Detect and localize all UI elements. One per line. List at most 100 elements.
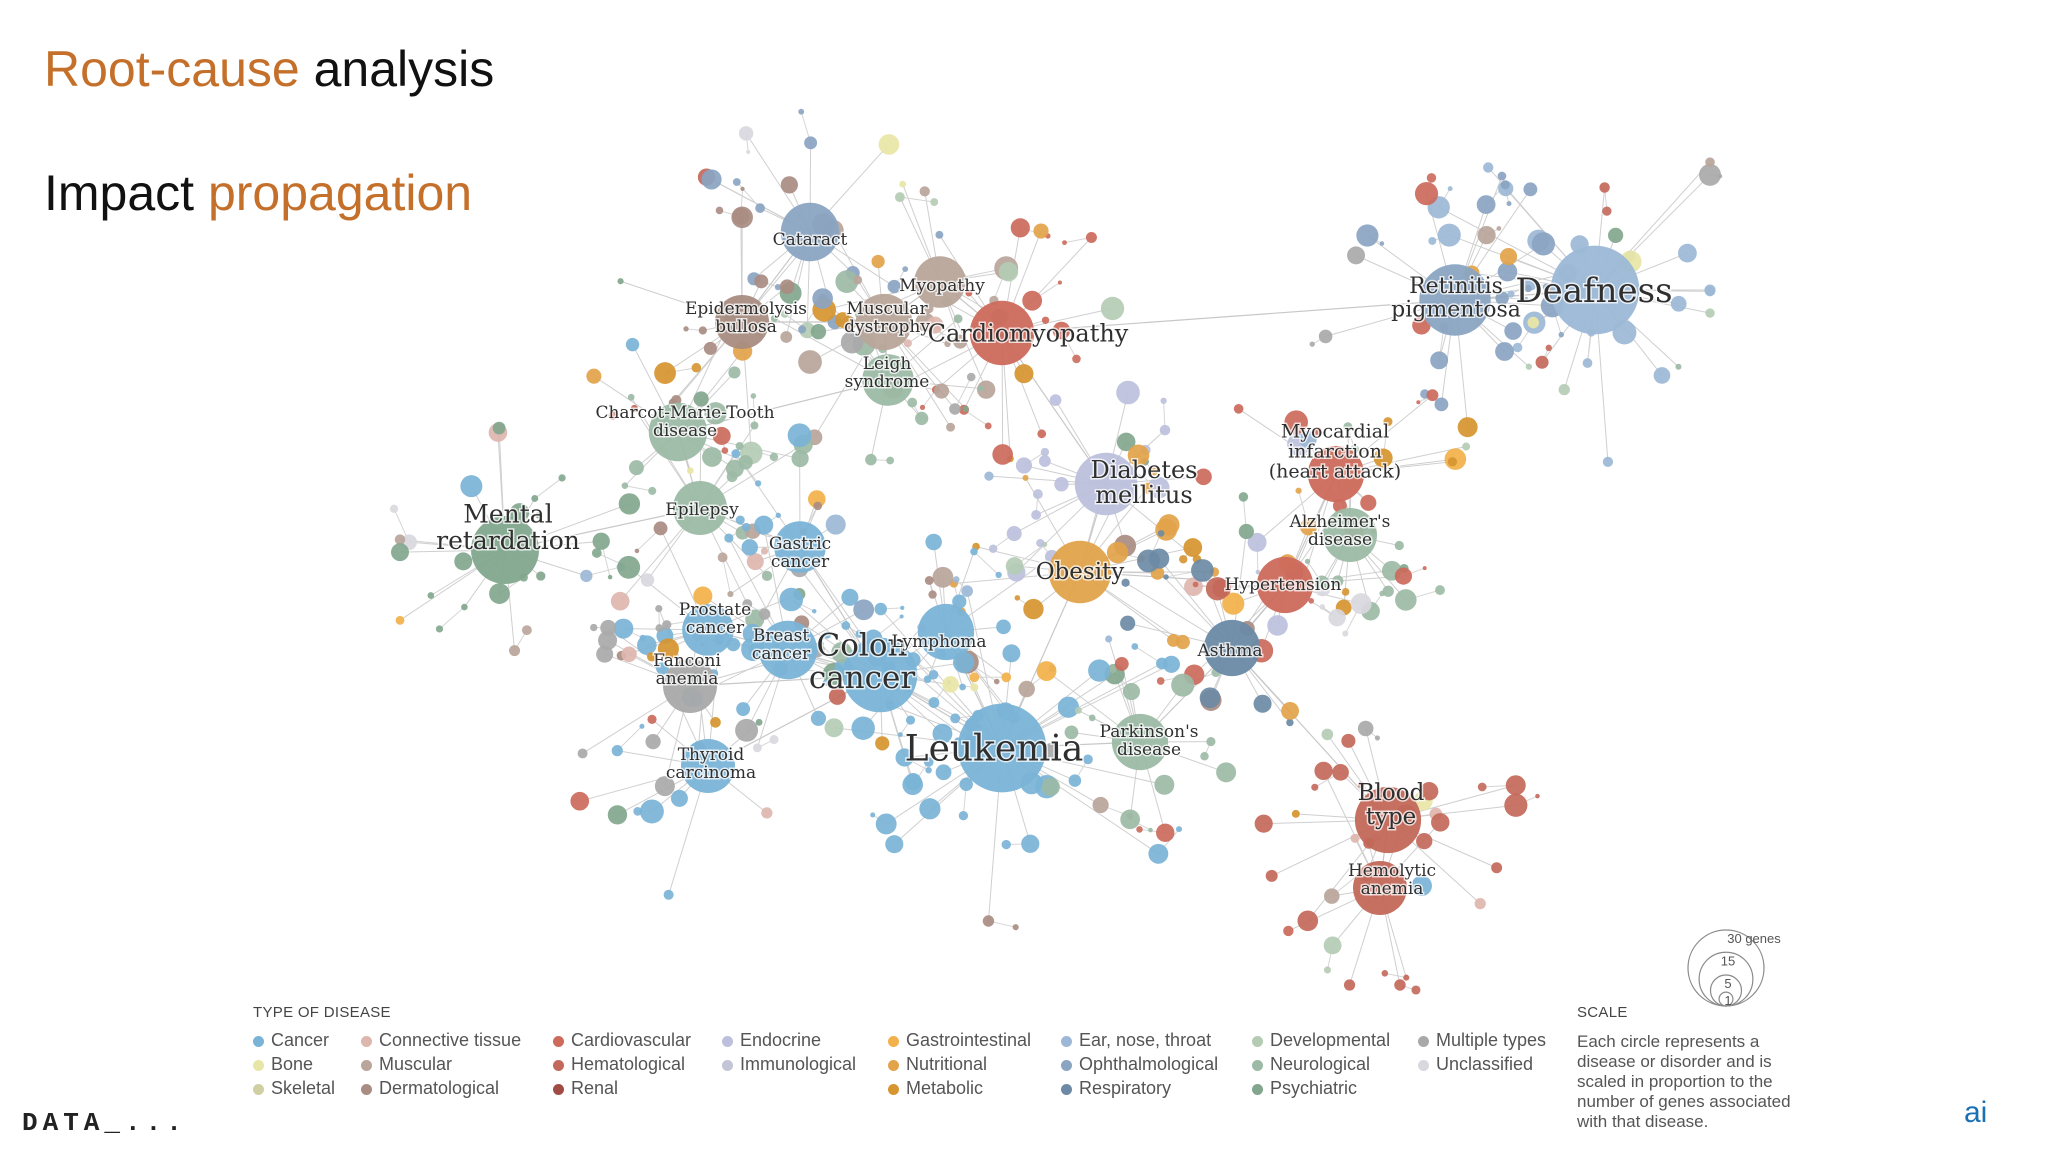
legend-swatch: [722, 1036, 733, 1047]
minor-node: [1504, 322, 1522, 340]
minor-node: [1497, 261, 1518, 282]
minor-node: [740, 186, 745, 191]
headline-impact-lead: Impact: [44, 165, 208, 221]
minor-node: [1085, 231, 1097, 243]
minor-node: [828, 687, 846, 705]
legend-column: Multiple types Unclassified: [1418, 1028, 1546, 1076]
minor-node: [962, 405, 969, 412]
legend-swatch: [253, 1084, 264, 1095]
minor-node: [1477, 782, 1487, 792]
minor-node: [1495, 291, 1509, 305]
minor-node: [1357, 720, 1374, 737]
legend-item-multiple-types: Multiple types: [1418, 1028, 1546, 1052]
minor-node: [1200, 751, 1209, 761]
label-diabetes-mellitus: Diabetes mellitus: [1091, 456, 1198, 509]
minor-node: [1006, 525, 1022, 542]
minor-node: [598, 630, 618, 650]
label-deafness: Deafness: [1515, 271, 1672, 311]
minor-node: [1014, 364, 1034, 384]
minor-node: [1321, 728, 1334, 741]
minor-node: [1314, 761, 1333, 781]
minor-node: [596, 645, 614, 663]
minor-node: [1023, 598, 1044, 620]
minor-node: [754, 480, 762, 487]
minor-node: [611, 745, 623, 757]
minor-node: [1160, 397, 1167, 404]
minor-node: [1018, 680, 1035, 698]
legend-item-endocrine: Endocrine: [722, 1028, 856, 1052]
legend-column: Ear, nose, throat Ophthalmological Respira…: [1061, 1028, 1218, 1100]
minor-node: [1005, 557, 1024, 575]
minor-node: [1156, 657, 1168, 670]
minor-node: [1500, 180, 1510, 190]
minor-node: [925, 766, 932, 774]
minor-node: [1199, 687, 1221, 709]
minor-node: [742, 623, 763, 644]
minor-node: [1184, 577, 1203, 597]
minor-node: [683, 326, 689, 332]
minor-node: [930, 198, 939, 206]
minor-node: [1394, 540, 1404, 551]
minor-node: [995, 571, 1002, 579]
minor-node: [1131, 643, 1139, 650]
minor-node: [919, 798, 941, 820]
minor-node: [970, 683, 979, 692]
legend-label: Hematological: [571, 1054, 686, 1074]
minor-node: [1531, 232, 1556, 256]
minor-node: [1022, 474, 1029, 481]
legend-item-metabolic: Metabolic: [888, 1076, 1031, 1100]
footer-logo: DATA_...: [22, 1108, 187, 1138]
minor-node: [1088, 659, 1111, 682]
minor-node: [886, 456, 895, 465]
minor-node: [1233, 403, 1244, 414]
minor-node: [1286, 718, 1294, 727]
minor-node: [779, 587, 804, 612]
minor-node: [1379, 241, 1385, 246]
legend-label: Nutritional: [906, 1054, 988, 1074]
minor-node: [640, 573, 655, 587]
minor-node: [775, 512, 781, 518]
minor-node: [1426, 173, 1437, 183]
legend-label: Ophthalmological: [1079, 1054, 1219, 1074]
minor-node: [712, 426, 731, 445]
minor-node: [875, 813, 897, 835]
minor-node: [755, 203, 765, 213]
minor-node: [1434, 397, 1449, 412]
minor-node: [1476, 195, 1496, 215]
minor-node: [1216, 762, 1237, 783]
legend-label: Muscular: [379, 1054, 453, 1074]
minor-node: [942, 676, 959, 693]
minor-node: [536, 571, 546, 581]
minor-node: [1247, 532, 1267, 552]
minor-node: [724, 533, 734, 543]
minor-node: [897, 732, 903, 738]
minor-node: [1496, 226, 1502, 231]
minor-node: [654, 362, 676, 384]
minor-node: [1281, 701, 1300, 720]
minor-node: [577, 748, 588, 759]
minor-node: [1356, 224, 1379, 247]
minor-node: [779, 279, 795, 295]
minor-node: [1106, 541, 1129, 564]
label-gastric-cancer: Gastric cancer: [769, 534, 831, 572]
minor-node: [902, 266, 909, 273]
minor-node: [653, 521, 668, 536]
minor-node: [769, 452, 779, 462]
minor-node: [923, 757, 934, 767]
minor-node: [662, 620, 672, 630]
legend-item-developmental: Developmental: [1252, 1028, 1390, 1052]
minor-node: [1300, 518, 1318, 536]
minor-node: [780, 176, 798, 194]
minor-node: [1083, 754, 1093, 765]
minor-node: [613, 618, 634, 639]
legend-item-ophthalmological: Ophthalmological: [1061, 1052, 1218, 1076]
minor-node: [1114, 656, 1129, 671]
minor-node: [840, 331, 864, 354]
legend-item-respiratory: Respiratory: [1061, 1076, 1218, 1100]
minor-node: [1010, 218, 1030, 238]
minor-node: [1599, 182, 1610, 193]
node-colon-cancer: [842, 637, 918, 713]
minor-node: [1127, 444, 1150, 467]
legend-column: Endocrine Immunological: [722, 1028, 856, 1076]
headline-impact-accent: propagation: [207, 165, 473, 221]
